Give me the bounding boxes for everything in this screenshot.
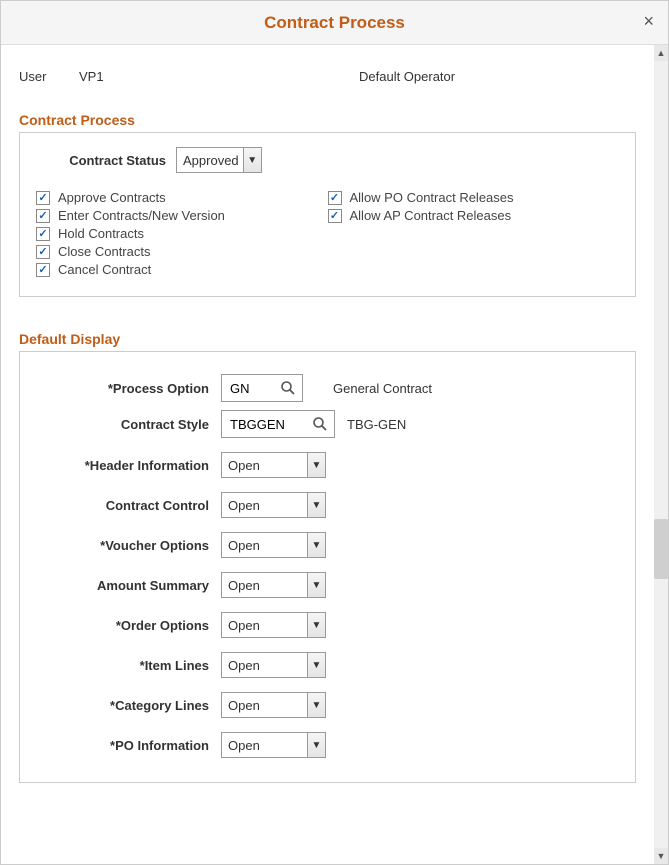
chevron-down-icon: ▼	[307, 533, 325, 557]
user-label: User	[19, 69, 79, 84]
contract-style-desc: TBG-GEN	[347, 417, 406, 432]
chevron-down-icon: ▼	[307, 733, 325, 757]
display-option-value: Open	[228, 498, 260, 513]
section-title-default-display: Default Display	[19, 331, 636, 347]
contract-style-label: Contract Style	[36, 417, 221, 432]
chevron-down-icon: ▼	[243, 148, 261, 172]
contract-status-label: Contract Status	[56, 153, 176, 168]
display-option-select[interactable]: Open ▼	[221, 572, 326, 598]
checkbox-row: ✓ Allow AP Contract Releases	[328, 208, 620, 223]
scrollbar-track[interactable]	[654, 45, 668, 864]
display-option-label: *Item Lines	[36, 658, 221, 673]
display-option-value: Open	[228, 538, 260, 553]
process-option-input[interactable]	[228, 380, 276, 397]
checkbox-label: Close Contracts	[58, 244, 150, 259]
scrollbar-thumb[interactable]	[654, 519, 668, 579]
section-title-contract-process: Contract Process	[19, 112, 636, 128]
display-option-select[interactable]: Open ▼	[221, 452, 326, 478]
display-option-select[interactable]: Open ▼	[221, 492, 326, 518]
contract-status-select[interactable]: Approved ▼	[176, 147, 262, 173]
display-option-value: Open	[228, 458, 260, 473]
display-option-label: Amount Summary	[36, 578, 221, 593]
chevron-down-icon: ▼	[307, 653, 325, 677]
checkbox-label: Approve Contracts	[58, 190, 166, 205]
display-option-select[interactable]: Open ▼	[221, 612, 326, 638]
scroll-up-arrow[interactable]: ▲	[654, 45, 668, 61]
dialog-header: Contract Process ×	[1, 1, 668, 45]
display-option-value: Open	[228, 738, 260, 753]
display-option-row: *Header Information Open ▼	[36, 452, 619, 478]
display-option-value: Open	[228, 578, 260, 593]
contract-process-group: Contract Status Approved ▼ ✓ Approve Cont…	[19, 132, 636, 297]
search-icon[interactable]	[280, 380, 296, 396]
checkbox[interactable]: ✓	[36, 263, 50, 277]
display-option-label: *Category Lines	[36, 698, 221, 713]
process-option-row: *Process Option General Contract	[36, 374, 619, 402]
display-option-label: Contract Control	[36, 498, 221, 513]
contract-style-input[interactable]	[228, 416, 308, 433]
process-option-desc: General Contract	[333, 381, 432, 396]
dialog-content: User VP1 Default Operator Contract Proce…	[1, 45, 654, 864]
chevron-down-icon: ▼	[307, 613, 325, 637]
display-option-row: *Category Lines Open ▼	[36, 692, 619, 718]
checkbox-label: Hold Contracts	[58, 226, 144, 241]
chevron-down-icon: ▼	[307, 453, 325, 477]
checkbox-columns: ✓ Approve Contracts ✓ Enter Contracts/New V…	[36, 187, 619, 280]
process-option-label: *Process Option	[36, 381, 221, 396]
contract-status-value: Approved	[183, 153, 239, 168]
display-option-value: Open	[228, 698, 260, 713]
checkbox[interactable]: ✓	[328, 191, 342, 205]
display-option-label: *PO Information	[36, 738, 221, 753]
checkbox-row: ✓ Cancel Contract	[36, 262, 328, 277]
checkbox-row: ✓ Allow PO Contract Releases	[328, 190, 620, 205]
checkbox-row: ✓ Approve Contracts	[36, 190, 328, 205]
process-option-input-wrap	[221, 374, 303, 402]
display-option-select[interactable]: Open ▼	[221, 532, 326, 558]
display-option-row: Contract Control Open ▼	[36, 492, 619, 518]
contract-style-row: Contract Style TBG-GEN	[36, 410, 619, 438]
checkbox[interactable]: ✓	[328, 209, 342, 223]
checkbox-row: ✓ Enter Contracts/New Version	[36, 208, 328, 223]
display-option-row: *Order Options Open ▼	[36, 612, 619, 638]
display-option-select[interactable]: Open ▼	[221, 692, 326, 718]
display-option-label: *Order Options	[36, 618, 221, 633]
chevron-down-icon: ▼	[307, 693, 325, 717]
checkbox-label: Enter Contracts/New Version	[58, 208, 225, 223]
search-icon[interactable]	[312, 416, 328, 432]
checkbox[interactable]: ✓	[36, 245, 50, 259]
chevron-down-icon: ▼	[307, 573, 325, 597]
checkbox[interactable]: ✓	[36, 191, 50, 205]
display-option-row: *PO Information Open ▼	[36, 732, 619, 758]
display-option-select[interactable]: Open ▼	[221, 652, 326, 678]
checkbox-label: Cancel Contract	[58, 262, 151, 277]
checkbox-label: Allow AP Contract Releases	[350, 208, 512, 223]
scroll-down-arrow[interactable]: ▼	[654, 848, 668, 864]
display-option-label: *Header Information	[36, 458, 221, 473]
default-display-group: *Process Option General Contract Contrac…	[19, 351, 636, 783]
close-icon[interactable]: ×	[643, 11, 654, 32]
checkbox-row: ✓ Hold Contracts	[36, 226, 328, 241]
chevron-down-icon: ▼	[307, 493, 325, 517]
contract-status-row: Contract Status Approved ▼	[56, 147, 619, 173]
contract-style-input-wrap	[221, 410, 335, 438]
display-option-row: *Item Lines Open ▼	[36, 652, 619, 678]
display-option-row: *Voucher Options Open ▼	[36, 532, 619, 558]
checkbox-row: ✓ Close Contracts	[36, 244, 328, 259]
display-option-value: Open	[228, 658, 260, 673]
checkbox[interactable]: ✓	[36, 227, 50, 241]
checkbox[interactable]: ✓	[36, 209, 50, 223]
display-option-label: *Voucher Options	[36, 538, 221, 553]
display-option-row: Amount Summary Open ▼	[36, 572, 619, 598]
default-operator-label: Default Operator	[359, 69, 455, 84]
user-row: User VP1 Default Operator	[19, 69, 636, 84]
display-option-value: Open	[228, 618, 260, 633]
checkbox-label: Allow PO Contract Releases	[350, 190, 514, 205]
dialog-title: Contract Process	[264, 13, 405, 33]
display-option-select[interactable]: Open ▼	[221, 732, 326, 758]
user-value: VP1	[79, 69, 359, 84]
